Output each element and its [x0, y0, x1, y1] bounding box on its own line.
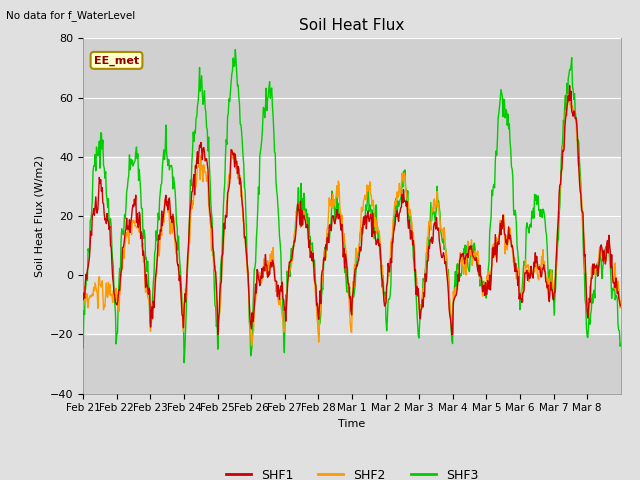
Line: SHF2: SHF2	[83, 95, 621, 346]
SHF3	[79, 345, 87, 351]
SHF3	[409, 237, 417, 243]
SHF1	[288, 254, 296, 260]
SHF2	[617, 299, 625, 304]
X-axis label: Time: Time	[339, 419, 365, 429]
SHF2	[438, 226, 446, 232]
SHF2	[79, 283, 87, 289]
SHF3	[232, 47, 239, 52]
SHF1	[79, 297, 87, 302]
SHF1	[566, 83, 573, 89]
SHF2	[241, 235, 249, 241]
SHF3	[439, 240, 447, 246]
SHF3	[143, 254, 150, 260]
SHF1	[448, 332, 456, 338]
SHF3	[243, 230, 250, 236]
SHF2	[269, 259, 276, 264]
Line: SHF3: SHF3	[83, 49, 621, 363]
SHF2	[564, 92, 572, 97]
SHF2	[143, 276, 150, 281]
SHF1	[241, 234, 249, 240]
Y-axis label: Soil Heat Flux (W/m2): Soil Heat Flux (W/m2)	[35, 155, 44, 277]
SHF1	[143, 272, 150, 277]
SHF2	[248, 343, 255, 348]
Title: Soil Heat Flux: Soil Heat Flux	[300, 18, 404, 33]
SHF2	[289, 256, 296, 262]
Line: SHF1: SHF1	[83, 86, 621, 335]
SHF3	[180, 360, 188, 366]
SHF1	[617, 303, 625, 309]
SHF1	[438, 253, 445, 259]
SHF3	[269, 114, 277, 120]
SHF3	[617, 341, 625, 347]
SHF2	[408, 220, 416, 226]
SHF3	[290, 244, 298, 250]
Text: EE_met: EE_met	[94, 55, 139, 66]
SHF1	[408, 228, 415, 234]
Text: No data for f_WaterLevel: No data for f_WaterLevel	[6, 10, 136, 21]
Legend: SHF1, SHF2, SHF3: SHF1, SHF2, SHF3	[221, 464, 483, 480]
Bar	[83, 157, 621, 335]
SHF1	[268, 264, 276, 270]
